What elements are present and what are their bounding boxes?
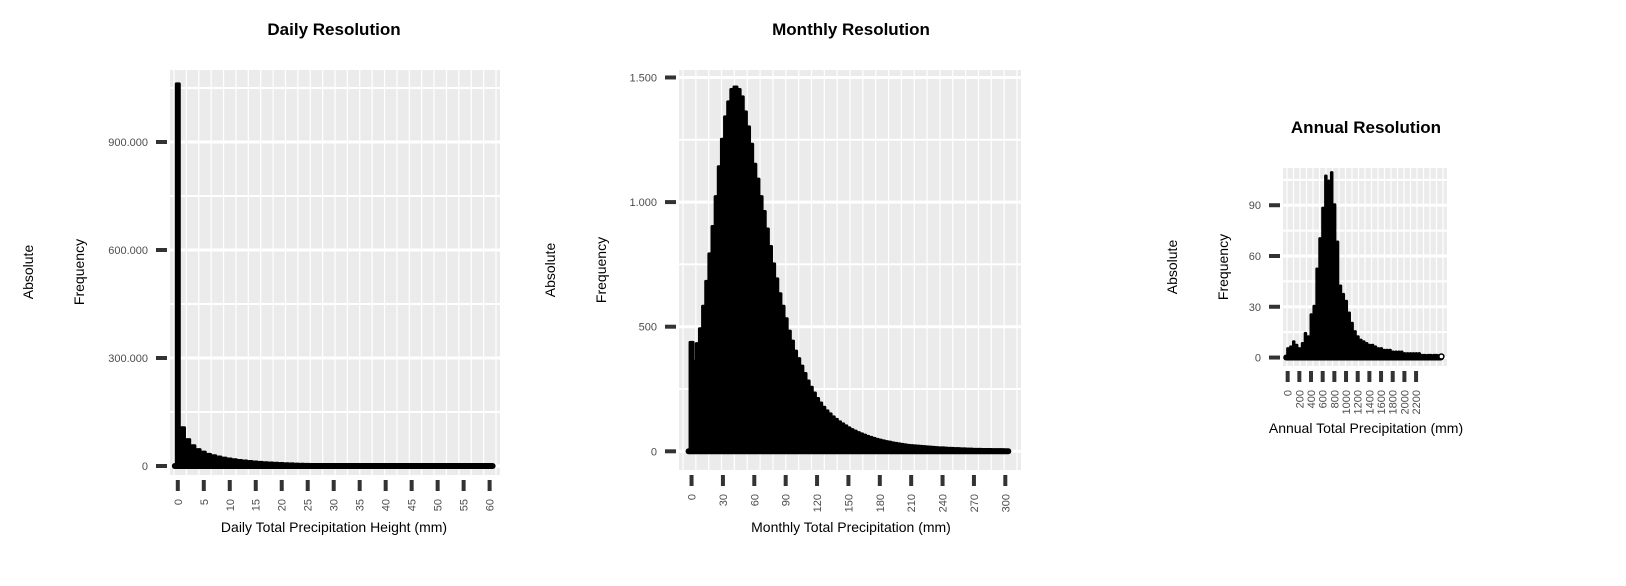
bars <box>171 82 496 469</box>
y-axis-title-outer: Absolute <box>20 245 36 300</box>
x-tick-label: 15 <box>251 499 263 511</box>
y-tick-label: 0 <box>142 461 148 473</box>
bar <box>1338 284 1343 360</box>
x-axis: 0 200 400 600 800 1000 1200 1400 1600 1800 2000 220… <box>1283 371 1423 414</box>
y-tick-label: 0 <box>651 446 657 458</box>
x-tick-label: 30 <box>329 499 341 511</box>
x-tick-label: 240 <box>938 494 950 512</box>
y-tick-label: 500 <box>639 322 657 334</box>
bar <box>1359 338 1363 360</box>
x-tick-label: 300 <box>1000 494 1012 512</box>
y-axis: 0 300.000 600.000 900.000 <box>108 137 167 473</box>
chart-title: Daily Resolution <box>267 20 400 39</box>
bar <box>1312 304 1316 360</box>
x-tick-label: 10 <box>225 499 237 511</box>
x-tick-label: 90 <box>781 494 793 506</box>
x-axis: 0 30 60 90 120 150 180 210 240 270 300 <box>687 475 1012 512</box>
bar <box>1341 292 1346 360</box>
x-tick-label: 50 <box>433 499 445 511</box>
bar <box>1332 203 1337 360</box>
bar <box>1306 335 1311 360</box>
y-axis: 0 30 60 90 <box>1249 200 1280 365</box>
bar <box>1335 240 1340 360</box>
x-tick-label: 1600 <box>1376 390 1388 414</box>
x-tick-label: 270 <box>969 494 981 512</box>
y-axis-title: Frequency <box>71 239 87 305</box>
bar <box>1318 237 1322 360</box>
x-tick-label: 45 <box>407 499 419 511</box>
bar <box>1356 335 1360 360</box>
x-tick-label: 180 <box>875 494 887 512</box>
bars <box>1283 171 1445 361</box>
x-tick-label: 1000 <box>1341 390 1353 414</box>
y-tick-label: 1.000 <box>629 197 657 209</box>
y-tick-label: 300.000 <box>108 353 148 365</box>
x-tick-label: 1400 <box>1364 390 1376 414</box>
y-tick-label: 60 <box>1249 251 1261 263</box>
bar <box>1324 174 1328 360</box>
x-tick-label: 0 <box>687 494 699 500</box>
chart-2: 0 500 1.000 1.500 0 30 60 90 120 150 180 210 240 270 3… <box>542 20 1021 535</box>
bar <box>1327 179 1331 360</box>
x-tick-label: 2000 <box>1399 390 1411 414</box>
y-tick-label: 30 <box>1249 302 1261 314</box>
y-axis-title-outer: Absolute <box>1164 240 1180 295</box>
bar <box>1315 267 1319 360</box>
x-tick-label: 1200 <box>1353 390 1365 414</box>
chart-title: Monthly Resolution <box>772 20 930 39</box>
x-tick-label: 55 <box>459 499 471 511</box>
y-tick-label: 600.000 <box>108 245 148 257</box>
y-axis-title: Frequency <box>593 237 609 303</box>
bars <box>685 85 1012 455</box>
x-tick-label: 30 <box>718 494 730 506</box>
y-tick-label: 0 <box>1255 353 1261 365</box>
x-tick-label: 40 <box>381 499 393 511</box>
bar <box>174 82 181 469</box>
bar-end-marker <box>1438 353 1445 360</box>
x-tick-label: 120 <box>812 494 824 512</box>
bar <box>185 438 192 468</box>
x-tick-label: 0 <box>173 499 185 505</box>
chart-1: 0 300.000 600.000 900.000 0 5 10 15 20 25 30 35 40 45… <box>20 20 500 535</box>
x-tick-label: 210 <box>906 494 918 512</box>
x-tick-label: 600 <box>1318 390 1330 408</box>
x-tick-label: 800 <box>1329 390 1341 408</box>
bar <box>1347 311 1351 360</box>
x-tick-label: 5 <box>199 499 211 505</box>
x-tick-label: 0 <box>1283 390 1295 396</box>
bar <box>1353 330 1357 360</box>
x-tick-label: 35 <box>355 499 367 511</box>
x-axis-title: Monthly Total Precipitation (mm) <box>751 519 951 535</box>
y-axis: 0 500 1.000 1.500 <box>629 72 676 458</box>
bar <box>1309 313 1314 360</box>
x-tick-label: 60 <box>485 499 497 511</box>
x-tick-label: 200 <box>1294 390 1306 408</box>
x-tick-label: 2200 <box>1411 390 1423 414</box>
y-axis-title-outer: Absolute <box>542 243 558 298</box>
x-axis: 0 5 10 15 20 25 30 35 40 45 50 55 60 <box>173 480 497 511</box>
y-axis-title: Frequency <box>1215 234 1231 300</box>
bar <box>1344 299 1349 360</box>
bar <box>1303 331 1308 360</box>
x-tick-label: 20 <box>277 499 289 511</box>
x-axis-title: Annual Total Precipitation (mm) <box>1269 420 1463 436</box>
x-axis-title: Daily Total Precipitation Height (mm) <box>221 519 447 535</box>
x-tick-label: 60 <box>749 494 761 506</box>
y-tick-label: 900.000 <box>108 137 148 149</box>
bar <box>179 426 186 468</box>
x-tick-label: 150 <box>843 494 855 512</box>
chart-title: Annual Resolution <box>1291 118 1441 137</box>
bar <box>1350 321 1354 360</box>
bar <box>1321 206 1325 360</box>
bar <box>190 444 197 468</box>
y-tick-label: 1.500 <box>629 72 657 84</box>
y-tick-label: 90 <box>1249 200 1261 212</box>
x-tick-label: 25 <box>303 499 315 511</box>
bar <box>1329 171 1334 360</box>
x-tick-label: 1800 <box>1388 390 1400 414</box>
x-tick-label: 400 <box>1306 390 1318 408</box>
